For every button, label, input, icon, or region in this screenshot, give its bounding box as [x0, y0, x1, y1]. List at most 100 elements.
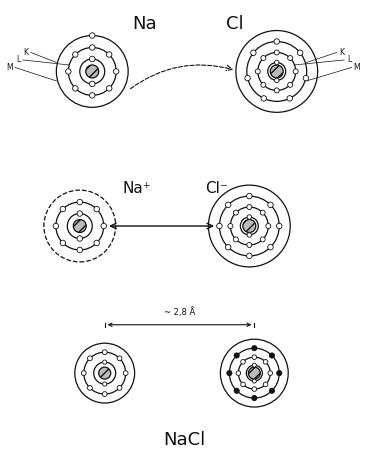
Circle shape — [217, 223, 222, 229]
Circle shape — [77, 211, 83, 216]
Circle shape — [297, 50, 303, 55]
Text: K: K — [23, 48, 28, 57]
Circle shape — [293, 69, 298, 74]
Circle shape — [60, 240, 66, 246]
Circle shape — [268, 244, 273, 250]
Circle shape — [77, 199, 83, 205]
Circle shape — [77, 247, 83, 253]
Circle shape — [255, 69, 260, 74]
Circle shape — [234, 388, 239, 393]
Circle shape — [261, 95, 266, 101]
Circle shape — [261, 55, 266, 60]
Text: NaCl: NaCl — [163, 431, 206, 449]
Circle shape — [269, 353, 275, 358]
Text: M: M — [7, 63, 13, 72]
Circle shape — [87, 356, 92, 361]
Circle shape — [252, 387, 256, 391]
Text: M: M — [353, 63, 360, 72]
Text: ~ 2,8 Å: ~ 2,8 Å — [164, 307, 195, 317]
Circle shape — [303, 75, 308, 81]
Circle shape — [270, 65, 283, 78]
Circle shape — [234, 237, 238, 242]
Circle shape — [94, 207, 100, 212]
Circle shape — [243, 219, 256, 232]
Circle shape — [252, 355, 256, 360]
Circle shape — [274, 50, 279, 55]
Circle shape — [260, 210, 265, 215]
Text: L: L — [347, 55, 351, 65]
Text: Cl⁻: Cl⁻ — [206, 181, 228, 196]
Circle shape — [87, 385, 92, 390]
Circle shape — [252, 346, 257, 351]
Circle shape — [268, 202, 273, 207]
Circle shape — [117, 356, 122, 361]
Circle shape — [103, 360, 107, 364]
Circle shape — [99, 367, 111, 379]
Circle shape — [123, 371, 128, 376]
Text: K: K — [339, 48, 344, 57]
Circle shape — [101, 223, 107, 229]
Circle shape — [60, 207, 66, 212]
Circle shape — [82, 371, 86, 376]
Circle shape — [73, 219, 86, 232]
Circle shape — [234, 353, 239, 358]
Circle shape — [53, 223, 59, 229]
Circle shape — [90, 33, 95, 38]
Circle shape — [241, 360, 245, 364]
Circle shape — [66, 69, 71, 74]
Text: Na: Na — [132, 15, 157, 33]
Text: Na⁺: Na⁺ — [123, 181, 152, 196]
Circle shape — [247, 242, 252, 248]
Circle shape — [260, 237, 265, 242]
Circle shape — [117, 385, 122, 390]
Circle shape — [247, 233, 252, 237]
Circle shape — [288, 55, 293, 60]
Circle shape — [275, 78, 279, 83]
Circle shape — [261, 83, 266, 87]
Circle shape — [277, 371, 282, 376]
Circle shape — [251, 50, 256, 55]
Circle shape — [287, 95, 293, 101]
Circle shape — [252, 379, 256, 383]
Circle shape — [234, 210, 238, 215]
Circle shape — [225, 244, 231, 250]
Circle shape — [263, 360, 268, 364]
Circle shape — [73, 86, 78, 91]
Circle shape — [268, 371, 273, 375]
Circle shape — [102, 350, 107, 355]
Circle shape — [275, 60, 279, 65]
Circle shape — [90, 56, 95, 62]
Text: Cl: Cl — [225, 15, 243, 33]
Circle shape — [86, 65, 99, 78]
Circle shape — [247, 205, 252, 210]
Circle shape — [276, 223, 282, 229]
Circle shape — [236, 371, 241, 375]
Circle shape — [241, 382, 245, 387]
Circle shape — [90, 45, 95, 50]
Circle shape — [77, 236, 83, 241]
Circle shape — [90, 93, 95, 98]
Circle shape — [228, 224, 233, 229]
Circle shape — [266, 224, 271, 229]
Circle shape — [90, 81, 95, 87]
Circle shape — [263, 382, 268, 387]
Circle shape — [102, 392, 107, 396]
Circle shape — [248, 367, 260, 379]
Circle shape — [245, 75, 250, 81]
Circle shape — [252, 396, 257, 401]
Circle shape — [274, 39, 279, 44]
Circle shape — [252, 363, 256, 367]
Circle shape — [103, 382, 107, 386]
Circle shape — [106, 86, 112, 91]
Circle shape — [274, 88, 279, 93]
Circle shape — [94, 240, 100, 246]
Text: L: L — [16, 55, 20, 65]
Circle shape — [227, 371, 232, 376]
Circle shape — [269, 388, 275, 393]
Circle shape — [247, 215, 252, 219]
Circle shape — [106, 52, 112, 57]
Circle shape — [225, 202, 231, 207]
Circle shape — [288, 83, 293, 87]
Circle shape — [246, 253, 252, 259]
Circle shape — [73, 52, 78, 57]
